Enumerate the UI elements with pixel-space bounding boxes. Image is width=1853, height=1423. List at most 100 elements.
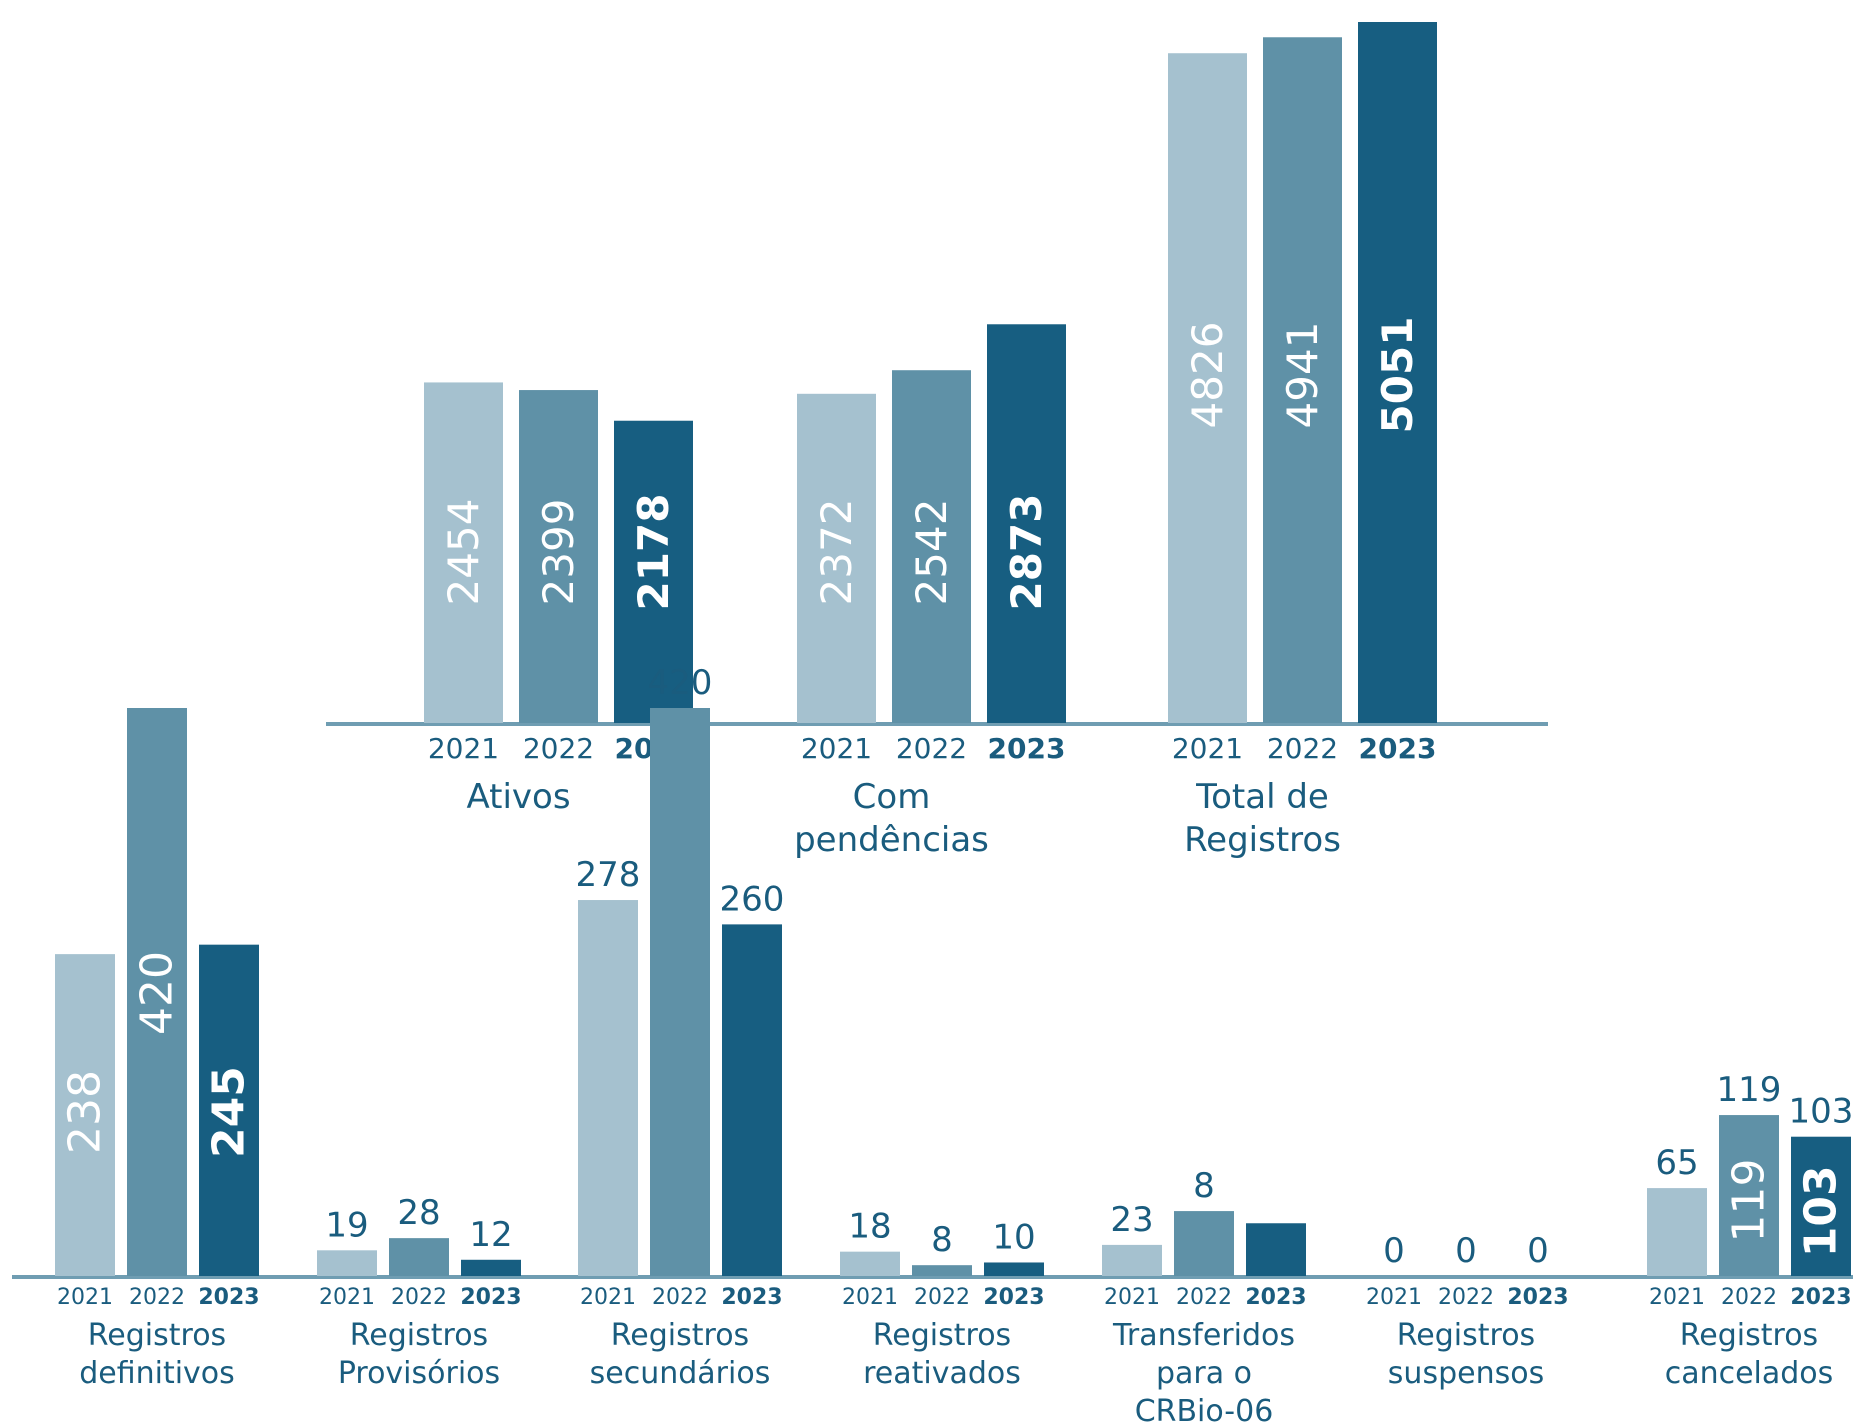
bar [55, 954, 115, 1276]
bar-value-label: 278 [576, 855, 641, 895]
bar-value-label: 28 [397, 1193, 440, 1233]
year-tick-label: 2023 [721, 1285, 782, 1310]
year-tick-label: 2023 [1790, 1285, 1851, 1310]
bar-value-label: 2542 [907, 499, 956, 606]
bar [199, 944, 259, 1276]
bar-value-label: 260 [720, 879, 785, 919]
bar [1791, 1136, 1851, 1276]
bar-value-label: 10 [992, 1217, 1035, 1257]
category-label: Registros [1184, 820, 1341, 860]
year-tick-label: 2023 [1359, 732, 1437, 765]
year-tick-label: 2021 [1104, 1285, 1160, 1310]
bar [389, 1238, 449, 1276]
category-label: pendências [794, 820, 989, 860]
bar-value-label: 4941 [1278, 322, 1327, 429]
bar-value-label: 103 [1789, 1092, 1853, 1132]
bar-value-label: 420 [648, 663, 713, 703]
year-tick-label: 2022 [914, 1285, 970, 1310]
year-tick-label: 2023 [1245, 1285, 1306, 1310]
category-label: Ativos [466, 777, 570, 817]
category-label: Registros [611, 1318, 749, 1353]
bar [722, 924, 782, 1276]
category-label: Total de [1195, 777, 1329, 817]
bar [1719, 1115, 1779, 1276]
bar-value-label: 2178 [629, 494, 678, 611]
category-label: CRBio-06 [1135, 1394, 1274, 1423]
category-label: Provisórios [338, 1356, 500, 1391]
year-tick-label: 2021 [801, 732, 872, 765]
bar-value-label: 2399 [534, 499, 583, 606]
bar-value-label-inner: 103 [1796, 1165, 1847, 1257]
category-label: Com [853, 777, 931, 817]
bar [1102, 1244, 1162, 1276]
year-tick-label: 2021 [1649, 1285, 1705, 1310]
bar [1647, 1188, 1707, 1276]
bar-value-label: 0 [1527, 1231, 1549, 1271]
bar-value-label: 19 [325, 1205, 368, 1245]
year-tick-label: 2022 [391, 1285, 447, 1310]
bar-value-label: 2372 [812, 499, 861, 606]
bar-value-label: 5051 [1373, 317, 1422, 434]
year-tick-label: 2022 [896, 732, 967, 765]
year-tick-label: 2023 [198, 1285, 259, 1310]
category-label: secundários [590, 1356, 771, 1391]
bar [912, 1265, 972, 1276]
bar [127, 708, 187, 1276]
year-tick-label: 2021 [842, 1285, 898, 1310]
bar [650, 708, 710, 1276]
bar [1263, 37, 1342, 723]
bar [519, 390, 598, 723]
bar [614, 420, 693, 723]
category-label: reativados [863, 1356, 1021, 1391]
category-label: para o [1156, 1356, 1252, 1391]
year-tick-label: 2022 [523, 732, 594, 765]
bar-value-label: 119 [1717, 1070, 1782, 1110]
bar [840, 1251, 900, 1276]
bar-value-label: 12 [469, 1215, 512, 1255]
category-label: Registros [1680, 1318, 1818, 1353]
category-label: Registros [873, 1318, 1011, 1353]
year-tick-label: 2023 [983, 1285, 1044, 1310]
bar-value-label: 8 [1193, 1166, 1215, 1206]
year-tick-label: 2021 [428, 732, 499, 765]
category-label: Registros [350, 1318, 488, 1353]
bar-value-label: 8 [931, 1220, 953, 1260]
year-tick-label: 2022 [1721, 1285, 1777, 1310]
bar [1358, 22, 1437, 723]
category-label: suspensos [1388, 1356, 1544, 1391]
bar [317, 1250, 377, 1276]
bar [797, 393, 876, 723]
year-tick-label: 2023 [988, 732, 1066, 765]
category-label: definitivos [79, 1356, 235, 1391]
category-label: cancelados [1665, 1356, 1834, 1391]
bar [578, 900, 638, 1276]
bar [892, 370, 971, 723]
year-tick-label: 2022 [1438, 1285, 1494, 1310]
category-label: Transferidos [1112, 1318, 1295, 1353]
bar-value-label: 23 [1110, 1200, 1153, 1240]
bar [1168, 53, 1247, 723]
bar [1174, 1211, 1234, 1276]
bar [984, 1262, 1044, 1276]
bar [461, 1259, 521, 1276]
year-tick-label: 2022 [1176, 1285, 1232, 1310]
bar-value-label: 65 [1655, 1143, 1698, 1183]
year-tick-label: 2022 [652, 1285, 708, 1310]
category-label: Registros [1397, 1318, 1535, 1353]
bar-value-label: 420 [132, 951, 183, 1035]
year-tick-label: 2022 [1267, 732, 1338, 765]
bar [987, 324, 1066, 723]
year-tick-label: 2021 [319, 1285, 375, 1310]
year-tick-label: 2022 [129, 1285, 185, 1310]
year-tick-label: 2021 [1172, 732, 1243, 765]
year-tick-label: 2021 [1366, 1285, 1422, 1310]
bar [424, 382, 503, 723]
bar-value-label: 18 [848, 1207, 891, 1247]
year-tick-label: 2021 [580, 1285, 636, 1310]
bar-value-label: 0 [1383, 1231, 1405, 1271]
bar-value-label-inner: 119 [1724, 1159, 1775, 1243]
bar-value-label: 245 [204, 1066, 255, 1158]
year-tick-label: 2023 [460, 1285, 521, 1310]
bar [1246, 1223, 1306, 1276]
